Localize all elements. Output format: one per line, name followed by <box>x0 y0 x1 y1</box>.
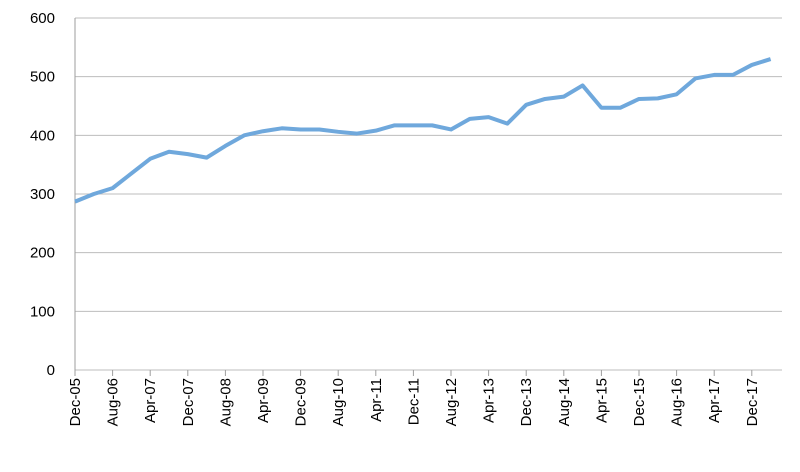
x-tick-label: Aug-06 <box>105 378 122 426</box>
x-tick-label: Apr-09 <box>255 378 272 423</box>
x-tick-label: Aug-12 <box>443 378 460 426</box>
x-tick-label: Aug-14 <box>556 378 573 426</box>
y-tick-label: 100 <box>30 303 55 320</box>
x-tick-label: Dec-05 <box>67 378 84 426</box>
y-tick-label: 500 <box>30 69 55 86</box>
x-tick-label: Apr-11 <box>368 378 385 422</box>
y-tick-label: 200 <box>30 245 55 262</box>
x-tick-label: Dec-07 <box>180 378 197 426</box>
y-tick-label: 0 <box>47 362 55 379</box>
y-tick-label: 600 <box>30 10 55 27</box>
x-tick-label: Apr-17 <box>706 378 723 423</box>
x-tick-label: Aug-16 <box>669 378 686 426</box>
x-tick-label: Aug-08 <box>217 378 234 426</box>
x-tick-label: Dec-09 <box>293 378 310 426</box>
x-tick-label: Dec-11 <box>405 378 422 425</box>
x-tick-label: Apr-13 <box>481 378 498 423</box>
x-tick-label: Apr-15 <box>593 378 610 423</box>
x-tick-label: Dec-17 <box>744 378 761 426</box>
x-tick-label: Dec-15 <box>631 378 648 426</box>
x-tick-label: Apr-07 <box>142 378 159 423</box>
y-tick-label: 300 <box>30 186 55 203</box>
x-tick-label: Aug-10 <box>330 378 347 426</box>
line-series <box>74 57 772 204</box>
x-tick-label: Dec-13 <box>518 378 535 426</box>
y-tick-label: 400 <box>30 127 55 144</box>
